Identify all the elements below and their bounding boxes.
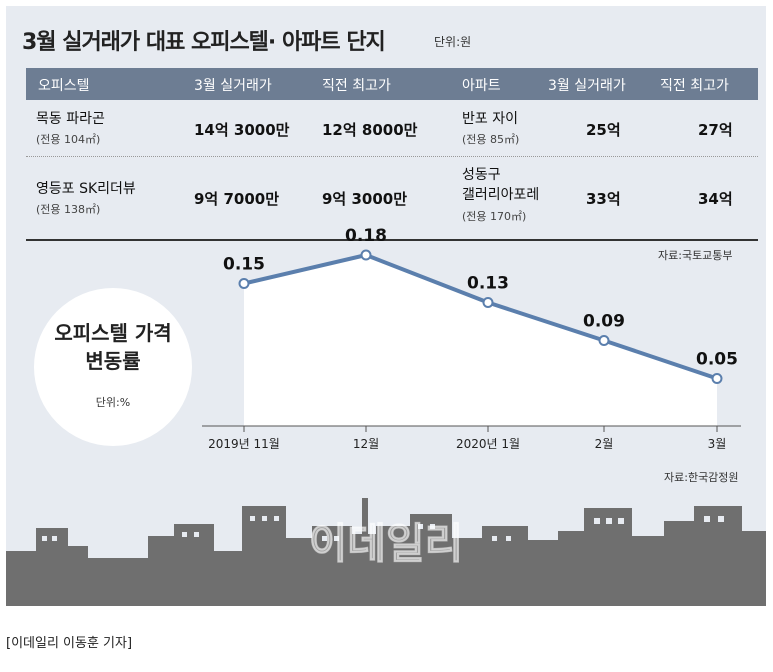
chart-x-ticks [243,426,718,432]
header-officetel-prev-high: 직전 최고가 [322,78,391,94]
apt-march-price: 33억 [586,190,621,208]
chart-value-labels: 0.15 0.18 0.13 0.09 0.05 [223,226,738,370]
value-label: 0.05 [696,350,738,370]
apt-march-price: 25억 [586,121,621,139]
officetel-march-price: 9억 7000만 [194,190,280,208]
value-label: 0.18 [345,226,387,246]
chart-points [238,249,723,384]
data-point [711,373,723,384]
chart-title-line1: 오피스텔 가격 [54,321,172,345]
rate-change-chart: 0.15 0.18 0.13 0.09 0.05 2019년 11월 12월 2020년 1… [202,226,741,451]
infographic-panel: 3월 실거래가 대표 오피스텔· 아파트 단지 단위:원 오피스텔 3월 실거래… [6,6,766,606]
header-apt-march: 3월 실거래가 [548,78,626,94]
apt-name-line1: 성동구 [462,167,501,183]
apt-name-line2: 갤러리아포레 [462,187,540,203]
apt-prev-high: 34억 [698,190,733,208]
header-officetel-march: 3월 실거래가 [194,78,272,94]
table-row: 영등포 SK리더뷰 (전용 138㎡) 9억 7000만 9억 3000만 성동… [26,162,758,234]
table-bottom-rule [26,239,758,241]
title-unit: 단위:원 [434,35,472,49]
officetel-area: (전용 138㎡) [36,203,101,216]
skyline-illustration: 이데일리 [6,498,766,606]
officetel-area: (전용 104㎡) [36,133,101,146]
table-row: 목동 파라곤 (전용 104㎡) 14억 3000만 12억 8000만 반포 … [26,104,758,154]
chart-category-labels: 2019년 11월 12월 2020년 1월 2월 3월 [208,437,726,451]
value-label: 0.09 [583,312,625,332]
infographic-title: 3월 실거래가 대표 오피스텔· 아파트 단지 [22,30,386,55]
data-point [598,335,610,346]
apt-prev-high: 27억 [698,121,733,139]
category-label: 2019년 11월 [208,437,280,451]
category-label: 12월 [353,437,379,451]
value-label: 0.15 [223,255,265,275]
officetel-prev-high: 12억 8000만 [322,121,418,139]
category-label: 2020년 1월 [456,437,520,451]
header-apt-prev-high: 직전 최고가 [660,78,729,94]
watermark-logo: 이데일리 [309,519,464,568]
apt-name: 반포 자이 [462,111,518,127]
row-divider [26,156,758,157]
officetel-name: 영등포 SK리더뷰 [36,181,136,197]
table-source: 자료:국토교통부 [658,249,733,262]
chart-source: 자료:한국감정원 [664,471,739,484]
apt-area: (전용 170㎡) [462,210,527,223]
chart-title-line2: 변동률 [85,349,141,373]
data-point [360,249,372,261]
photo-caption: [이데일리 이동훈 기자] [6,636,133,651]
category-label: 3월 [708,437,727,451]
officetel-march-price: 14억 3000만 [194,121,290,139]
apt-area: (전용 85㎡) [462,133,520,146]
chart-unit: 단위:% [95,396,131,409]
data-point [238,278,250,289]
category-label: 2월 [595,437,614,451]
data-point [482,297,494,308]
chart-title-circle: 오피스텔 가격 변동률 단위:% [34,288,192,446]
header-apt: 아파트 [462,78,501,94]
header-officetel: 오피스텔 [38,78,90,94]
table-header: 오피스텔 3월 실거래가 직전 최고가 아파트 3월 실거래가 직전 최고가 [26,68,758,100]
value-label: 0.13 [467,274,509,294]
officetel-name: 목동 파라곤 [36,111,105,127]
officetel-prev-high: 9억 3000만 [322,190,408,208]
chart-area-fill [244,255,717,426]
